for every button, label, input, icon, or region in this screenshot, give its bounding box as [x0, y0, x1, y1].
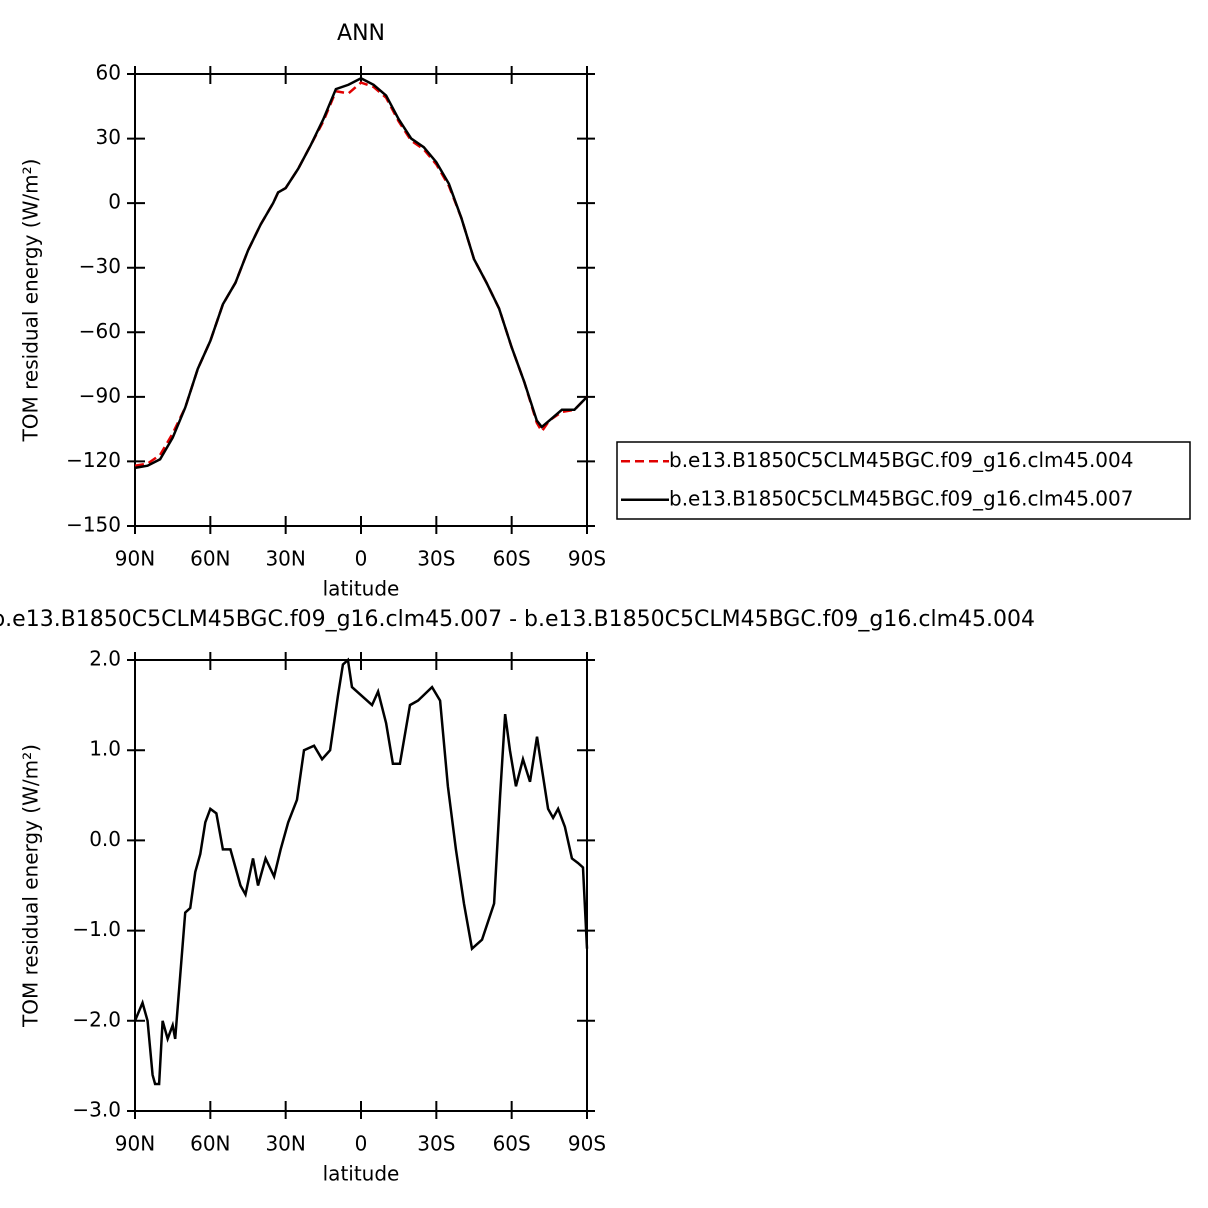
y-tick-label: 0.0	[89, 827, 121, 851]
chart-title: ANN	[337, 21, 385, 46]
x-tick-label: 0	[355, 1132, 368, 1156]
series-line	[134, 76, 588, 470]
x-tick-label: 30N	[265, 547, 305, 571]
x-tick-label: 90N	[115, 1132, 155, 1156]
y-axis-label: TOM residual energy (W/m²)	[19, 744, 43, 1028]
y-tick-label: −120	[66, 448, 121, 472]
x-axis-label: latitude	[323, 1162, 400, 1186]
y-tick-label: 0	[108, 190, 121, 214]
x-tick-label: 60S	[493, 547, 531, 571]
x-tick-label: 90S	[568, 1132, 606, 1156]
legend-label: b.e13.B1850C5CLM45BGC.f09_g16.clm45.007	[669, 486, 1133, 510]
x-tick-label: 60S	[493, 1132, 531, 1156]
y-tick-label: −2.0	[72, 1007, 121, 1031]
series-line	[134, 81, 588, 467]
y-tick-label: 60	[96, 61, 121, 85]
x-tick-label: 0	[355, 547, 368, 571]
x-tick-label: 60N	[190, 547, 230, 571]
x-tick-label: 90S	[568, 547, 606, 571]
y-tick-label: 2.0	[89, 647, 121, 671]
plot-frame	[134, 659, 588, 1112]
chart-title: b.e13.B1850C5CLM45BGC.f09_g16.clm45.007 …	[0, 607, 1035, 632]
x-tick-label: 90N	[115, 547, 155, 571]
y-tick-label: −60	[79, 319, 121, 343]
x-axis-label: latitude	[323, 577, 400, 601]
y-tick-label: −150	[66, 513, 121, 537]
y-tick-label: −1.0	[72, 917, 121, 941]
x-tick-label: 30N	[265, 1132, 305, 1156]
legend-label: b.e13.B1850C5CLM45BGC.f09_g16.clm45.004	[669, 448, 1133, 472]
x-tick-label: 30S	[417, 1132, 455, 1156]
x-tick-label: 60N	[190, 1132, 230, 1156]
y-tick-label: 30	[96, 125, 121, 149]
y-axis-label: TOM residual energy (W/m²)	[19, 159, 43, 443]
y-tick-label: −30	[79, 254, 121, 278]
plot-frame	[134, 73, 588, 527]
legend-box	[616, 441, 1191, 520]
x-tick-label: 30S	[417, 547, 455, 571]
series-line	[133, 657, 589, 1086]
y-tick-label: −90	[79, 383, 121, 407]
y-tick-label: −3.0	[72, 1098, 121, 1122]
y-tick-label: 1.0	[89, 737, 121, 761]
